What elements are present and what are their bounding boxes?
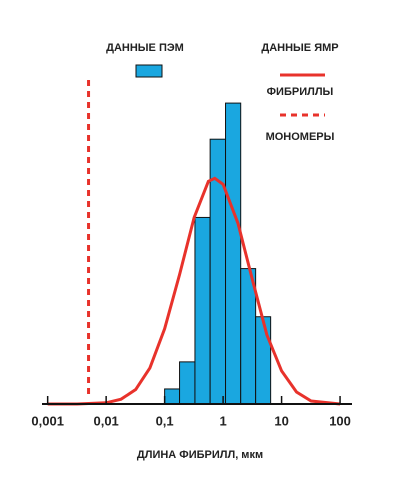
x-tick-label: 0,001: [31, 413, 64, 428]
bar: [179, 361, 196, 405]
bar: [225, 102, 242, 405]
bar: [255, 316, 272, 405]
x-tick-label: 100: [329, 413, 351, 428]
legend-label: МОНОМЕРЫ: [266, 131, 335, 143]
x-axis-title: ДЛИНА ФИБРИЛЛ, мкм: [137, 449, 263, 461]
x-tick-label: 10: [274, 413, 288, 428]
bar: [194, 216, 211, 405]
legend-swatch: [135, 64, 163, 78]
x-tick-label: 0,01: [93, 413, 118, 428]
legend-group-title: ДАННЫЕ ЯМР: [261, 42, 338, 54]
legend-label: ФИБРИЛЛЫ: [267, 86, 334, 98]
x-tick-label: 0,1: [156, 413, 174, 428]
bar: [164, 388, 181, 405]
legend-label: ДАННЫЕ ПЭМ: [106, 42, 184, 54]
x-tick-label: 1: [219, 413, 226, 428]
curve: [47, 176, 341, 406]
